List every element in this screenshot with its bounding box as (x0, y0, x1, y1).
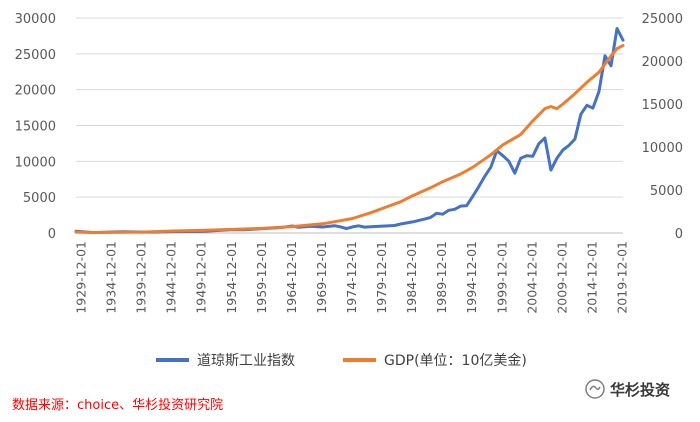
x-tick-label: 1999-12-01 (494, 241, 509, 314)
y-left-tick-label: 25000 (15, 48, 56, 63)
y-left-tick-label: 30000 (15, 12, 56, 27)
legend-label-gdp: GDP(单位：10亿美金) (384, 353, 527, 369)
source-note: 数据来源：choice、华杉投资研究院 (12, 398, 224, 413)
series-line-dow (74, 27, 625, 235)
x-tick-label: 1984-12-01 (404, 241, 419, 314)
y-right-tick-label: 0 (675, 227, 683, 242)
y-left-tick-label: 15000 (15, 120, 56, 135)
x-tick-label: 1994-12-01 (464, 241, 479, 314)
y-left-tick-label: 0 (48, 227, 56, 242)
x-tick-label: 1979-12-01 (374, 241, 389, 314)
x-tick-label: 2019-12-01 (615, 241, 630, 314)
x-tick-label: 1954-12-01 (224, 241, 239, 314)
x-tick-label: 1939-12-01 (134, 241, 149, 314)
gridlines (76, 17, 623, 198)
x-tick-label: 2009-12-01 (554, 241, 569, 314)
y-right-tick-label: 15000 (642, 98, 683, 113)
legend: 道琼斯工业指数 GDP(单位：10亿美金) (156, 353, 527, 369)
x-tick-label: 1949-12-01 (194, 241, 209, 314)
watermark-text: 华杉投资 (610, 380, 671, 399)
x-tick-label: 1944-12-01 (164, 241, 179, 314)
x-tick-label: 1929-12-01 (74, 241, 89, 314)
y-right-tick-label: 25000 (642, 12, 683, 27)
y-right-tick-label: 5000 (650, 184, 683, 199)
y-axis-left: 0 5000 10000 15000 20000 25000 30000 (15, 12, 56, 242)
x-tick-label: 1989-12-01 (434, 241, 449, 314)
x-tick-label: 1964-12-01 (284, 241, 299, 314)
legend-label-dow: 道琼斯工业指数 (197, 353, 295, 369)
series-line-gdp (74, 44, 625, 234)
y-left-tick-label: 5000 (23, 191, 56, 206)
x-tick-label: 1934-12-01 (104, 241, 119, 314)
wechat-logo-icon (585, 379, 605, 399)
y-right-tick-label: 10000 (642, 141, 683, 156)
y-right-tick-label: 20000 (642, 55, 683, 70)
x-tick-label: 1974-12-01 (344, 241, 359, 314)
watermark: 华杉投资 (584, 378, 670, 400)
x-tick-label: 2014-12-01 (584, 241, 599, 314)
y-axis-right: 0 5000 10000 15000 20000 25000 (642, 12, 683, 242)
series-group (74, 27, 625, 235)
y-left-tick-label: 20000 (15, 84, 56, 99)
y-left-tick-label: 10000 (15, 155, 56, 170)
x-tick-label: 2004-12-01 (524, 241, 539, 314)
x-tick-label: 1969-12-01 (314, 241, 329, 314)
x-axis: 1929-12-01 1934-12-01 1939-12-01 1944-12-01… (74, 241, 630, 314)
x-tick-label: 1959-12-01 (254, 241, 269, 314)
